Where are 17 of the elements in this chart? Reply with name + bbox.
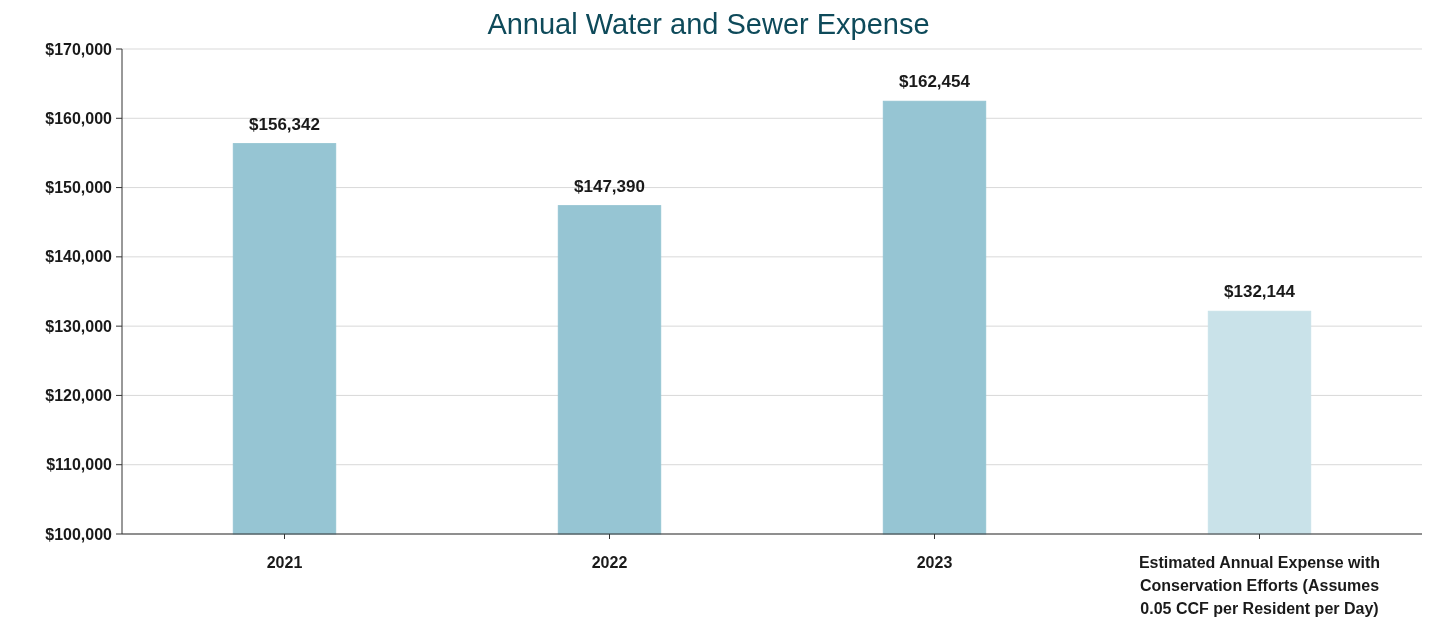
x-tick-label: 2022: [591, 554, 628, 571]
y-tick-label: $110,000: [46, 456, 113, 474]
data-label: $156,342: [249, 114, 320, 134]
y-tick-label: $170,000: [45, 40, 113, 58]
data-label: $147,390: [574, 176, 645, 196]
x-tick-label: Estimated Annual Expense with Conservation Efforts (Assumes 0.05 CCF per Resident per Day): [1138, 554, 1381, 617]
y-tick-label: $150,000: [45, 179, 113, 197]
data-label: $162,454: [899, 72, 971, 92]
x-tick-label: 2023: [916, 554, 953, 571]
y-tick-label: $130,000: [45, 317, 113, 335]
x-tick-label: 2021: [266, 554, 303, 571]
y-tick-label: $160,000: [45, 109, 113, 127]
y-tick-label: $140,000: [45, 248, 113, 266]
y-tick-label: $120,000: [45, 387, 113, 405]
y-tick-label: $100,000: [45, 525, 113, 543]
data-label: $132,144: [1224, 282, 1296, 302]
chart-title: Annual Water and Sewer Expense: [487, 8, 930, 40]
